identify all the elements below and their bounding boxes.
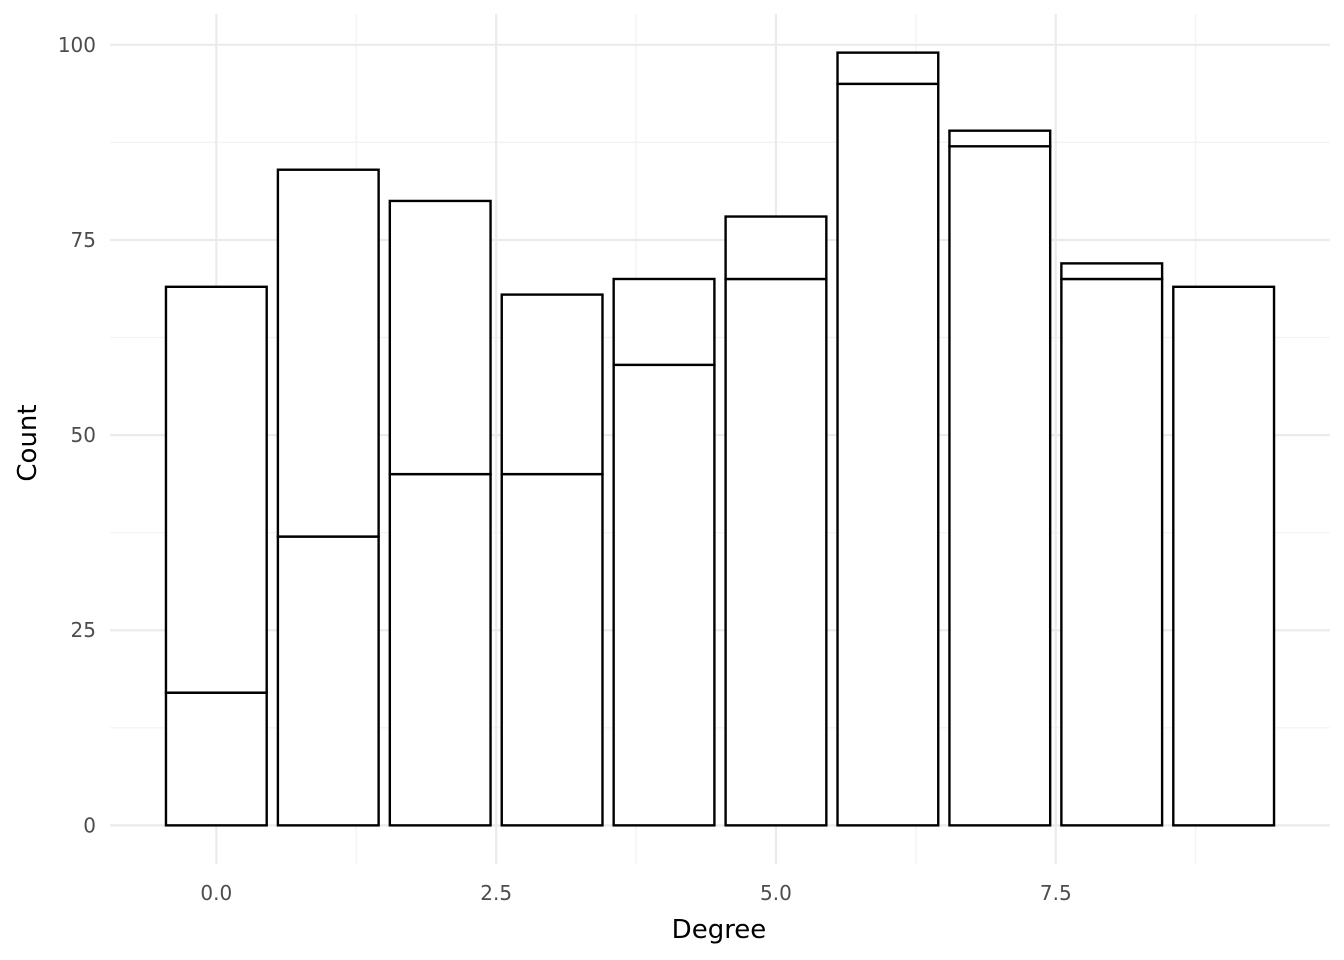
bar-5-segment-1 [724,277,828,827]
x-tick-label: 2.5 [480,881,512,905]
x-tick-label: 7.5 [1040,881,1072,905]
y-axis-title: Count [13,404,43,481]
y-tick-label: 25 [71,618,96,642]
y-tick-label: 100 [58,33,96,57]
bar-4-segment-1 [612,363,716,827]
bar-5-segment-2 [724,215,828,281]
bar-3-segment-2 [500,293,604,476]
bars-group [164,51,1276,827]
bar-6-segment-2 [836,51,940,86]
bar-2-segment-1 [388,472,492,827]
y-tick-label: 0 [83,813,96,837]
bar-4-segment-2 [612,277,716,367]
bar-0-segment-2 [164,285,268,694]
x-axis-title: Degree [672,915,767,945]
bar-0-segment-1 [164,691,268,827]
bar-7-segment-2 [948,129,1052,148]
x-tick-labels: 0.0 2.5 5.0 7.5 [200,881,1071,905]
y-tick-label: 50 [71,423,96,447]
bar-7-segment-1 [948,145,1052,827]
bar-1-segment-2 [276,168,380,538]
bar-2-segment-2 [388,199,492,476]
x-tick-label: 5.0 [760,881,792,905]
bar-1-segment-1 [276,535,380,827]
bar-6-segment-1 [836,82,940,827]
bar-9-segment-1 [1172,285,1276,827]
bar-3-segment-1 [500,472,604,827]
x-tick-label: 0.0 [200,881,232,905]
bar-8-segment-2 [1060,262,1164,281]
bar-8-segment-1 [1060,277,1164,827]
y-tick-label: 75 [71,228,96,252]
y-tick-labels: 0 25 50 75 100 [58,33,96,838]
